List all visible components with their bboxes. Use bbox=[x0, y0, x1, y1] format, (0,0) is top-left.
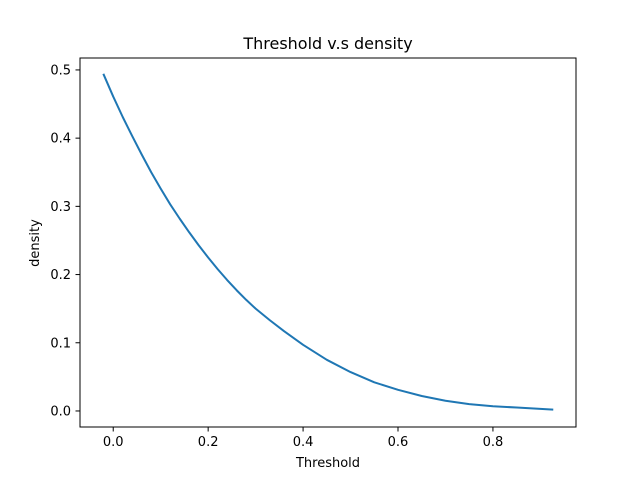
x-tick-label: 0.2 bbox=[198, 435, 219, 450]
y-tick-label: 0.0 bbox=[50, 404, 71, 419]
y-tick-label: 0.3 bbox=[50, 200, 71, 215]
series-line-0 bbox=[102, 73, 554, 411]
x-tick-label: 0.6 bbox=[388, 435, 409, 450]
chart-title: Threshold v.s density bbox=[242, 34, 412, 53]
axes-frame bbox=[79, 57, 577, 428]
y-tick-label: 0.1 bbox=[50, 336, 71, 351]
plot-area: 0.0 0.2 0.4 0.6 0.8 0.0 0.1 0.2 0.3 0.4 0.5 bbox=[50, 57, 577, 450]
y-axis-label: density bbox=[28, 219, 43, 267]
x-tick-label: 0.0 bbox=[103, 435, 124, 450]
x-tick-label: 0.8 bbox=[483, 435, 504, 450]
x-tick-label: 0.4 bbox=[293, 435, 314, 450]
x-axis-label: Threshold bbox=[295, 456, 360, 471]
y-tick-label: 0.5 bbox=[50, 63, 71, 78]
y-tick-label: 0.2 bbox=[50, 268, 71, 283]
y-tick-label: 0.4 bbox=[50, 132, 71, 147]
